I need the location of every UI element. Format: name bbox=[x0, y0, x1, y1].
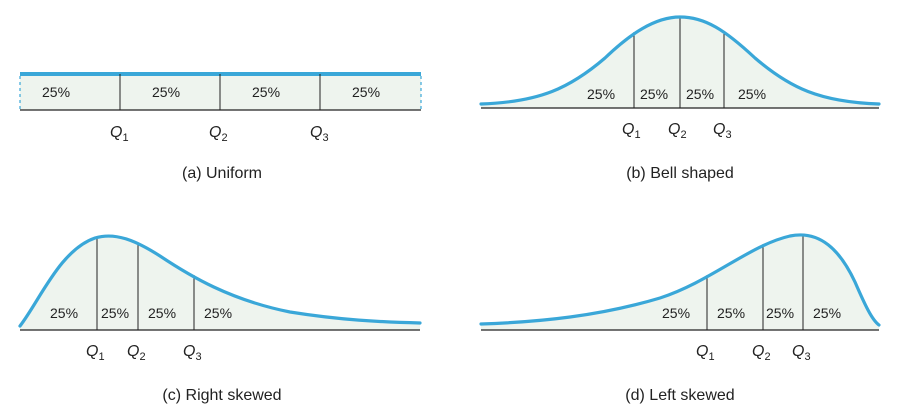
panel-right-skewed: 25% 25% 25% 25% Q1 Q2 Q3 (c) Right skewe… bbox=[18, 234, 422, 404]
right-skewed-area bbox=[20, 236, 420, 330]
uniform-pct-4: 25% bbox=[352, 84, 380, 100]
right-skewed-pct-2: 25% bbox=[101, 305, 129, 321]
uniform-q3-label: Q3 bbox=[310, 124, 329, 144]
uniform-q1-label: Q1 bbox=[110, 124, 129, 144]
bell-pct-3: 25% bbox=[686, 86, 714, 102]
left-skewed-pct-2: 25% bbox=[717, 305, 745, 321]
uniform-pct-2: 25% bbox=[152, 84, 180, 100]
left-skewed-q3-label: Q3 bbox=[792, 343, 811, 363]
left-skewed-caption: (d) Left skewed bbox=[625, 387, 734, 404]
bell-caption: (b) Bell shaped bbox=[626, 165, 734, 182]
bell-pct-2: 25% bbox=[640, 86, 668, 102]
bell-q1-label: Q1 bbox=[622, 121, 641, 141]
bell-q2-label: Q2 bbox=[668, 121, 687, 141]
left-skewed-curve bbox=[479, 233, 881, 327]
bell-pct-1: 25% bbox=[587, 86, 615, 102]
panel-bell: 25% 25% 25% 25% Q1 Q2 Q3 (b) Bell shaped bbox=[479, 15, 881, 182]
panel-left-skewed: 25% 25% 25% 25% Q1 Q2 Q3 (d) Left skewed bbox=[479, 233, 881, 404]
uniform-q2-label: Q2 bbox=[209, 124, 228, 144]
right-skewed-pct-3: 25% bbox=[148, 305, 176, 321]
left-skewed-q2-label: Q2 bbox=[752, 343, 771, 363]
uniform-pct-3: 25% bbox=[252, 84, 280, 100]
right-skewed-q3-label: Q3 bbox=[183, 343, 202, 363]
right-skewed-q1-label: Q1 bbox=[86, 343, 105, 363]
right-skewed-pct-1: 25% bbox=[50, 305, 78, 321]
bell-pct-4: 25% bbox=[738, 86, 766, 102]
bell-curve bbox=[479, 15, 881, 106]
left-skewed-pct-1: 25% bbox=[662, 305, 690, 321]
right-skewed-curve bbox=[18, 234, 422, 328]
left-skewed-q1-label: Q1 bbox=[696, 343, 715, 363]
left-skewed-pct-3: 25% bbox=[766, 305, 794, 321]
bell-q3-label: Q3 bbox=[713, 121, 732, 141]
left-skewed-area bbox=[481, 234, 879, 330]
right-skewed-pct-4: 25% bbox=[204, 305, 232, 321]
right-skewed-q2-label: Q2 bbox=[127, 343, 146, 363]
right-skewed-caption: (c) Right skewed bbox=[162, 387, 281, 404]
uniform-caption: (a) Uniform bbox=[182, 165, 262, 182]
uniform-pct-1: 25% bbox=[42, 84, 70, 100]
panel-uniform: 25% 25% 25% 25% Q1 Q2 Q3 (a) Uniform bbox=[19, 72, 422, 182]
left-skewed-pct-4: 25% bbox=[813, 305, 841, 321]
